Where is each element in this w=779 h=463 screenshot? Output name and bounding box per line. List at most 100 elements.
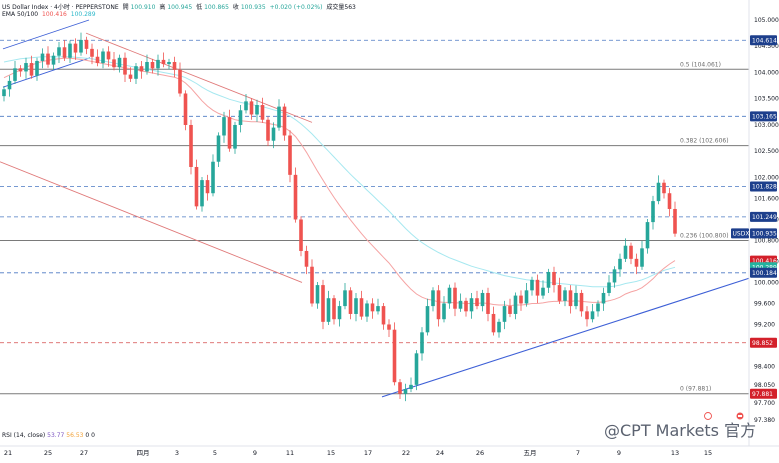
candle-body (282, 106, 287, 136)
ema50-line (3, 57, 676, 307)
candle-body (502, 306, 507, 322)
candle-body (167, 61, 171, 65)
candle-body (596, 303, 600, 312)
candle-body (568, 290, 573, 307)
rsi-label[interactable]: RSI (14, close) (2, 432, 46, 439)
candle-body (585, 311, 589, 320)
candle-body (112, 59, 116, 68)
price-tick-label: 98.050 (754, 382, 775, 389)
time-tick-label: 7 (576, 449, 580, 457)
price-tick-label: 99.200 (754, 321, 775, 328)
candle-body (79, 39, 83, 53)
trend-lines (0, 19, 750, 398)
candle-body (205, 180, 210, 194)
candle-body (271, 127, 276, 141)
change-value: +0.020 (+0.02%) (269, 4, 323, 11)
candle-body (574, 292, 578, 307)
candle-body (57, 47, 61, 56)
candle-body (178, 69, 182, 94)
candle-body (398, 382, 402, 394)
ema100-value: 100.289 (70, 11, 96, 18)
price-tick-label: 97.700 (754, 400, 775, 407)
ema-label[interactable]: EMA 50/100 (2, 11, 39, 18)
candle-body (84, 39, 89, 49)
candle-body (13, 68, 17, 81)
candle-body (645, 222, 650, 249)
candle-body (332, 298, 336, 320)
rsi-value-2: 56.53 (66, 432, 84, 439)
candle-body (123, 57, 127, 75)
candle-body (634, 258, 639, 267)
bottom-icons (704, 412, 744, 420)
time-tick-label: 11 (286, 449, 294, 457)
time-tick-label: 24 (436, 449, 444, 457)
price-tick-label: 104.500 (754, 43, 779, 50)
candle-body (667, 193, 672, 209)
candle-body (381, 306, 386, 325)
candle-body (183, 93, 188, 125)
resistance-trendline (85, 32, 313, 123)
candle-body (436, 290, 441, 320)
candle-body (519, 295, 523, 304)
candle-body (387, 324, 391, 330)
ema-lines (3, 56, 676, 307)
candle-body (640, 248, 644, 267)
time-tick-label: 25 (44, 449, 52, 457)
candle-body (304, 250, 309, 267)
fib-level-label: 0.5 (104.061) (680, 61, 721, 68)
candle-body (227, 117, 232, 149)
fib-level-label: 0.382 (102.606) (680, 138, 729, 145)
price-tag (750, 267, 777, 278)
candle-body (95, 56, 100, 64)
candle-body (211, 161, 215, 194)
candle-body (431, 290, 435, 307)
candle-body (458, 300, 463, 309)
price-tag (750, 388, 777, 399)
candle-body (425, 306, 430, 333)
candle-body (18, 68, 23, 72)
candles (2, 32, 677, 402)
price-tick-label: 100.800 (754, 237, 779, 244)
time-tick-label: 15 (327, 449, 335, 457)
candle-body (222, 117, 226, 136)
candle-body (370, 303, 375, 312)
legend-symbol-row: US Dollar Index · 4小时 · PEPPERSTONE 開 100… (2, 2, 358, 11)
price-tag-value: 103.165 (752, 114, 777, 121)
price-tick-label: 101.600 (754, 195, 779, 202)
price-tag-value: 97.881 (752, 391, 773, 398)
price-tag (750, 228, 777, 239)
candle-body (172, 61, 177, 70)
candle-body (552, 271, 556, 286)
long-downtrend-line (0, 161, 303, 283)
price-tag-value: 100.184 (752, 270, 777, 277)
symbol-tag (731, 228, 749, 239)
price-tick-label: 102.000 (754, 174, 779, 181)
candle-body (310, 266, 314, 304)
price-tag-value: 100.935 (752, 231, 777, 238)
candle-body (321, 285, 325, 322)
symbol-title[interactable]: US Dollar Index · 4小时 · PEPPERSTONE (2, 4, 119, 11)
ema50-value: 100.416 (42, 11, 67, 18)
candle-body (46, 53, 50, 65)
price-tag-value: 101.249 (752, 214, 777, 221)
candle-body (403, 389, 408, 394)
level-lines (0, 39, 749, 395)
candle-body (128, 74, 133, 79)
candle-body (629, 245, 633, 259)
ohlc-low-value: 100.865 (204, 4, 229, 11)
price-tag-value: 98.852 (752, 340, 773, 347)
price-tag-value: 100.416 (752, 258, 777, 265)
candle-body (618, 258, 622, 270)
candle-body (535, 279, 540, 296)
candle-body (266, 119, 270, 141)
candle-body (348, 290, 353, 314)
ohlc-high-label: 高 (159, 4, 166, 11)
time-tick-label: 21 (4, 449, 12, 457)
candle-body (464, 300, 468, 312)
candle-body (7, 80, 12, 90)
candle-body (29, 63, 34, 76)
price-tick-label: 103.000 (754, 122, 779, 129)
candle-body (656, 182, 661, 202)
